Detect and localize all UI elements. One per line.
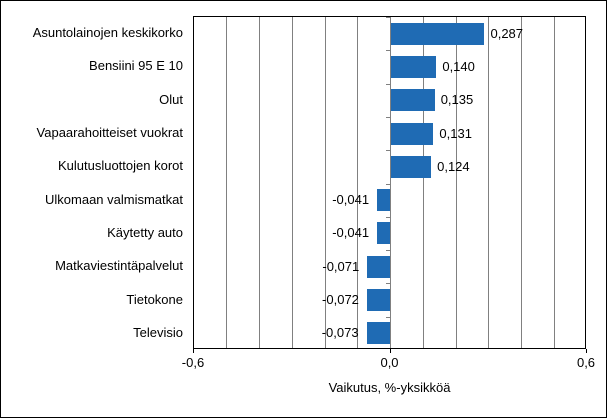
value-label: 0,140 [442,58,475,74]
bar [390,22,485,45]
bar [390,89,435,112]
category-axis-tick [386,184,390,185]
gridline [521,17,522,348]
category-axis-tick [386,317,390,318]
bar [390,155,432,178]
category-axis-tick [386,17,390,18]
category-label: Käytetty auto [107,224,183,240]
category-axis-tick [386,50,390,51]
value-label: 0,131 [439,125,472,141]
zero-axis-line [390,17,391,348]
x-axis-tick-mark [193,349,194,353]
category-label: Olut [159,91,183,107]
category-axis-tick [386,117,390,118]
gridline [357,17,359,348]
gridline [226,17,228,348]
category-label: Ulkomaan valmismatkat [45,191,183,207]
category-label: Vapaarahoitteiset vuokrat [36,125,183,141]
bar [366,289,391,312]
category-label: Matkaviestintäpalvelut [55,258,183,274]
category-axis-tick [386,217,390,218]
category-label: Tietokone [126,291,183,307]
x-axis-tick-label: -0,6 [181,355,205,370]
x-axis-tick-label: 0,6 [576,355,596,370]
category-label: Televisio [133,324,183,340]
value-label: -0,073 [321,325,359,341]
gridline [291,17,293,348]
x-axis-tick-mark [586,349,587,353]
category-axis-tick [386,250,390,251]
plot-area: 0,287 0,140 0,135 0,131 0,124 -0,041 -0,041 -0,… [193,16,586,349]
bar [390,55,437,78]
bar [367,255,391,278]
gridline [488,17,490,348]
category-axis-tick [386,150,390,151]
gridline [455,17,457,348]
bar [377,222,391,245]
category-axis-labels: Asuntolainojen keskikorko Bensiini 95 E 1… [1,16,185,349]
value-label: 0,287 [490,25,524,41]
gridline [553,17,555,348]
bar [377,189,391,212]
category-axis-tick [386,283,390,284]
bar [366,322,391,345]
category-axis-tick [386,84,390,85]
x-axis-tick-mark [389,349,391,353]
value-label: -0,041 [332,192,370,208]
category-label: Kulutusluottojen korot [57,158,183,174]
value-label: -0,072 [322,292,359,308]
x-axis-title: Vaikutus, %-yksikköä [328,380,451,395]
value-label: 0,124 [437,158,470,174]
gridline [422,17,424,348]
bar [390,122,434,145]
category-label: Asuntolainojen keskikorko [32,25,183,41]
value-label: 0,135 [440,92,474,108]
gridline [324,17,326,348]
value-label: -0,071 [322,258,360,274]
gridline [259,17,260,348]
value-label: -0,041 [332,225,370,241]
x-axis-tick-label: 0,0 [380,355,399,370]
category-label: Bensiini 95 E 10 [89,58,183,74]
